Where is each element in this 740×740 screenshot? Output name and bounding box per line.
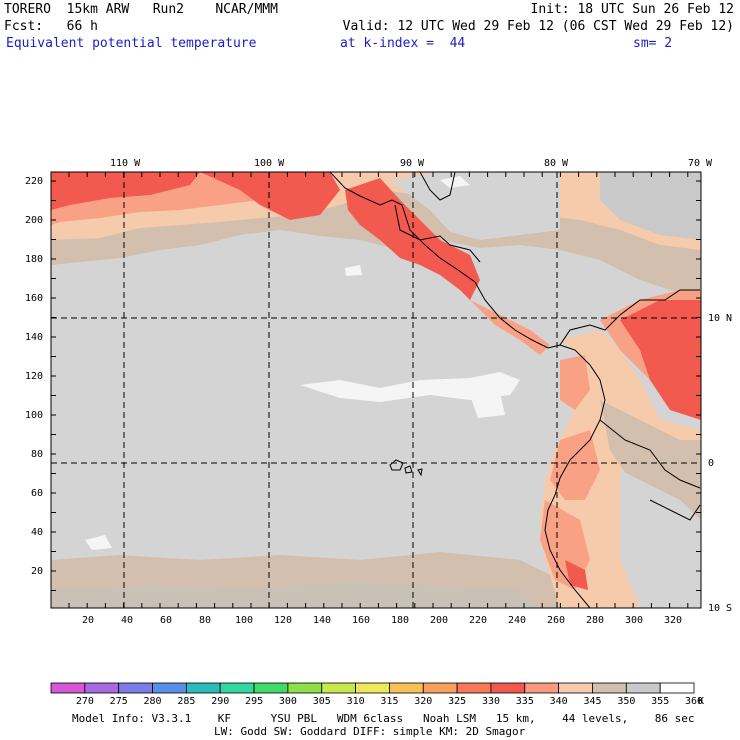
smoothing: sm= 2 [633, 36, 673, 51]
colorbar-cell [84, 682, 120, 694]
colorbar-cell [592, 682, 627, 694]
colorbar-label: 285 [177, 696, 196, 707]
colorbar-unit: K [698, 696, 705, 707]
colorbar-cell [625, 682, 661, 694]
colorbar-cell [321, 682, 356, 694]
colorbar-label: 300 [278, 696, 297, 707]
valid-time: Valid: 12 UTC Wed 29 Feb 12 (06 CST Wed … [342, 19, 734, 34]
coastlines [329, 171, 701, 609]
field-patches [51, 172, 701, 608]
colorbar-cell [558, 682, 593, 694]
lat-lon-grid [51, 172, 701, 608]
colorbar-label: 305 [312, 696, 331, 707]
model-info: Model Info: V3.3.1 KF YSU PBL WDM 6class… [72, 712, 695, 725]
colorbar-cell [456, 682, 492, 694]
model-run-title: TORERO 15km ARW Run2 NCAR/MMM [4, 2, 278, 17]
lon-label-70w: 70 W [688, 158, 713, 169]
y-tick-label: 120 [25, 371, 44, 382]
y-tick-label: 100 [25, 410, 44, 421]
x-tick-label: 260 [547, 615, 566, 626]
axis-ticks [51, 172, 701, 608]
y-tick-label: 20 [31, 566, 44, 577]
x-tick-label: 140 [313, 615, 332, 626]
colorbar-label: 340 [549, 696, 568, 707]
colorbar-label: 270 [75, 696, 94, 707]
y-tick-label: 220 [25, 176, 44, 187]
lon-label-80w: 80 W [544, 158, 569, 169]
colorbar-cell [659, 682, 695, 694]
y-tick-label: 40 [31, 527, 44, 538]
colorbar-cell [50, 682, 86, 694]
forecast-hour: Fcst: 66 h [4, 19, 98, 34]
colorbar-cells [50, 682, 695, 694]
y-tick-label: 140 [25, 332, 44, 343]
x-tick-label: 280 [586, 615, 605, 626]
x-tick-label: 120 [274, 615, 293, 626]
colorbar-cell [253, 682, 289, 694]
colorbar-label: 280 [143, 696, 162, 707]
colorbar-label: 310 [346, 696, 365, 707]
y-tick-label: 200 [25, 215, 44, 226]
lon-label-100w: 100 W [254, 158, 285, 169]
init-time: Init: 18 UTC Sun 26 Feb 12 [530, 2, 735, 17]
lat-label-10n: 10 N [708, 313, 733, 324]
colorbar-label: 330 [481, 696, 500, 707]
lon-label-110w: 110 W [110, 158, 141, 169]
colorbar-cell [118, 682, 153, 694]
colorbar-label: 290 [211, 696, 230, 707]
x-tick-label: 100 [235, 615, 254, 626]
colorbar-label: 350 [617, 696, 636, 707]
colorbar-cell [185, 682, 221, 694]
colorbar-cell [389, 682, 424, 694]
x-tick-label: 200 [430, 615, 449, 626]
colorbar-cell [524, 682, 560, 694]
colorbar-cell [490, 682, 526, 694]
x-tick-label: 20 [82, 615, 95, 626]
physics-info: LW: Godd SW: Goddard DIFF: simple KM: 2D… [214, 725, 526, 738]
colorbar-label: 335 [515, 696, 534, 707]
colorbar-cell [422, 682, 458, 694]
colorbar-label: 320 [414, 696, 433, 707]
x-tick-label: 80 [199, 615, 212, 626]
lat-label-0: 0 [708, 458, 715, 469]
colorbar-label: 315 [380, 696, 399, 707]
vertical-level: at k-index = 44 [340, 36, 466, 51]
y-tick-label: 80 [31, 449, 44, 460]
x-tick-label: 40 [121, 615, 134, 626]
map-frame [50, 171, 702, 609]
lat-label-10s: 10 S [708, 603, 733, 614]
x-tick-label: 220 [469, 615, 488, 626]
colorbar-cell [287, 682, 323, 694]
y-tick-label: 60 [31, 488, 44, 499]
lon-label-90w: 90 W [400, 158, 425, 169]
colorbar-cell [152, 682, 187, 694]
colorbar-label: 325 [448, 696, 467, 707]
colorbar-label: 345 [583, 696, 602, 707]
colorbar-label: 295 [245, 696, 264, 707]
x-tick-label: 300 [625, 615, 644, 626]
field-name: Equivalent potential temperature [6, 36, 257, 51]
colorbar-cell [355, 682, 390, 694]
colorbar-label: 355 [651, 696, 670, 707]
x-tick-label: 60 [160, 615, 173, 626]
y-tick-label: 180 [25, 254, 44, 265]
colorbar-label: 360 [685, 696, 704, 707]
colorbar-cell [219, 682, 255, 694]
x-tick-label: 180 [391, 615, 410, 626]
y-tick-label: 160 [25, 293, 44, 304]
x-tick-label: 320 [664, 615, 683, 626]
x-tick-label: 160 [352, 615, 371, 626]
colorbar-label: 275 [109, 696, 128, 707]
x-tick-label: 240 [508, 615, 527, 626]
